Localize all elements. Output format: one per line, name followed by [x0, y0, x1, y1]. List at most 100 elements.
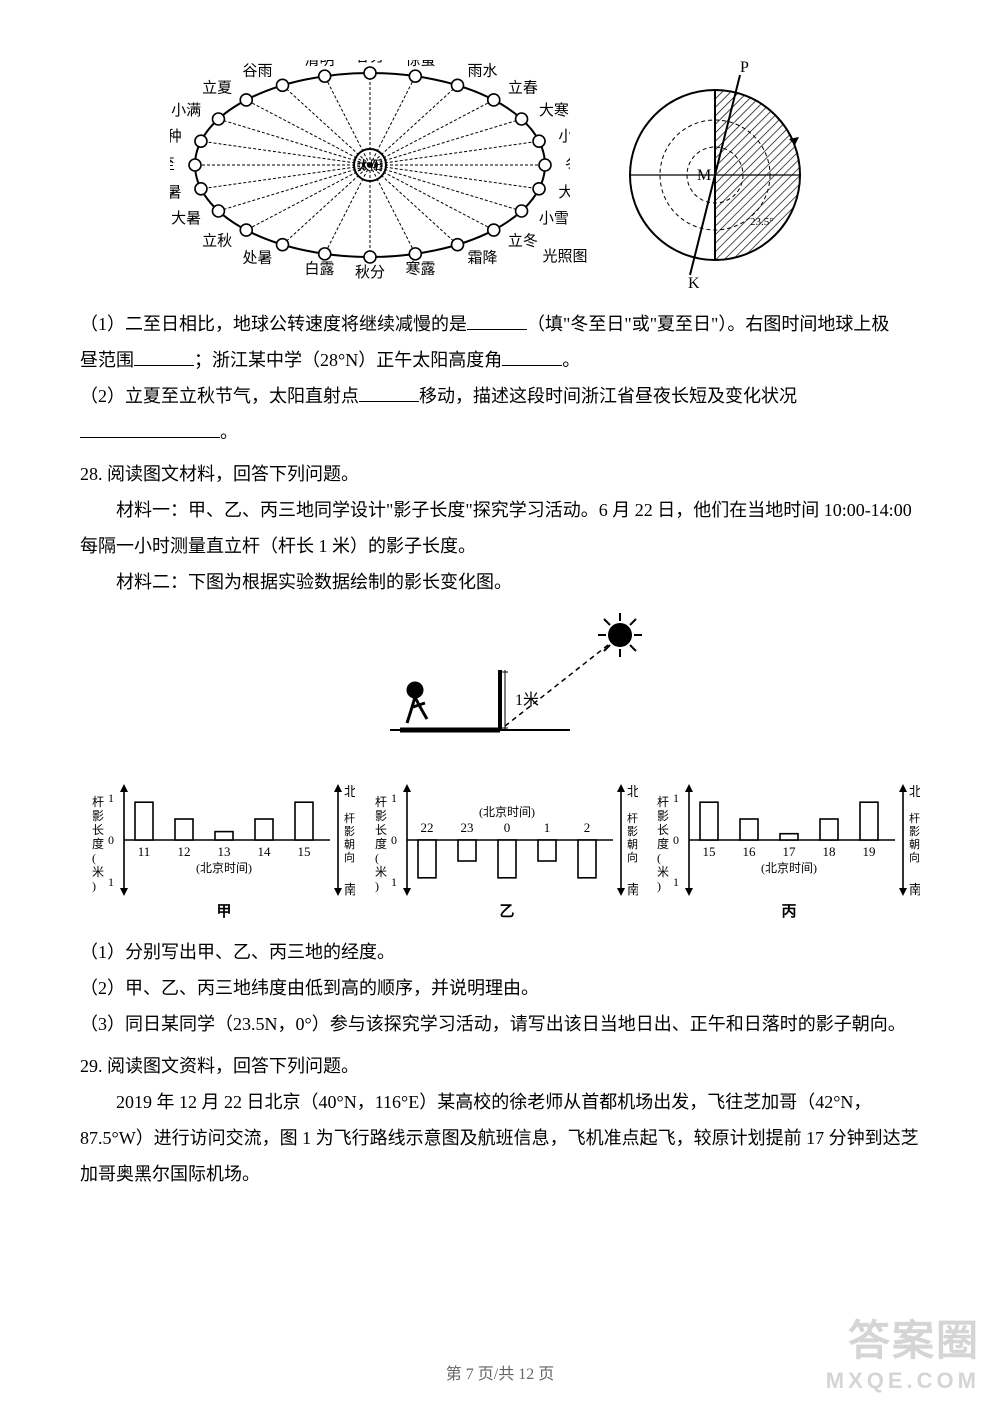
svg-text:1: 1 [391, 791, 397, 805]
q27-l2c: 。 [562, 350, 580, 370]
svg-text:杆: 杆 [627, 811, 638, 825]
q27-l3c: 。 [220, 422, 238, 442]
svg-text:杆: 杆 [344, 811, 355, 825]
blank[interactable] [467, 312, 527, 330]
svg-text:南: 南 [344, 882, 355, 897]
svg-text:长: 长 [375, 823, 387, 837]
svg-text:杆: 杆 [657, 795, 669, 809]
svg-text:大暑: 大暑 [171, 210, 201, 227]
svg-text:1: 1 [391, 875, 397, 889]
svg-text:谷雨: 谷雨 [242, 62, 272, 79]
svg-text:15: 15 [298, 844, 311, 859]
svg-text:长: 长 [657, 823, 669, 837]
q28-subs: （1）分别写出甲、乙、丙三地的经度。 （2）甲、乙、丙三地纬度由低到高的顺序，并… [80, 934, 920, 1042]
q27-line1: （1）二至日相比，地球公转速度将继续减慢的是 （填"冬至日"或"夏至日"）。右图时… [80, 306, 920, 342]
svg-text:影: 影 [627, 825, 638, 838]
q27-l1b: （填"冬至日"或"夏至日"）。右图时间地球上极 [527, 314, 889, 334]
svg-text:): ) [375, 879, 379, 893]
svg-text:影: 影 [92, 809, 104, 823]
svg-text:大雪: 大雪 [558, 184, 570, 201]
blank[interactable] [502, 348, 562, 366]
svg-text:南: 南 [909, 882, 920, 897]
earth-label-p: P [740, 60, 749, 76]
svg-text:(: ( [657, 851, 661, 865]
svg-text:1: 1 [543, 820, 550, 835]
svg-text:清明: 清明 [305, 60, 335, 69]
svg-text:(北京时间): (北京时间) [479, 805, 535, 819]
svg-text:15: 15 [703, 844, 716, 859]
svg-text:向: 向 [627, 850, 638, 864]
svg-text:影: 影 [657, 809, 669, 823]
svg-text:(: ( [92, 851, 96, 865]
stick-sun-figure: 1米 [80, 610, 920, 760]
earth-illumination-figure: M 23.5° P K [600, 60, 830, 290]
svg-text:1: 1 [108, 875, 114, 889]
svg-text:北: 北 [627, 784, 638, 799]
svg-text:北: 北 [344, 784, 355, 799]
watermark-big: 答案圈 [826, 1307, 980, 1368]
svg-text:春分: 春分 [355, 60, 385, 65]
svg-text:芒种: 芒种 [170, 128, 182, 145]
q28-block: 28. 阅读图文材料，回答下列问题。 材料一：甲、乙、丙三地同学设计"影子长度"… [80, 456, 920, 600]
earth-tilt-label: 23.5° [750, 216, 774, 228]
solar-terms-figure: 太阳春分惊蛰雨水立春大寒小寒冬至大雪小雪立冬霜降寒露秋分白露处暑立秋大暑小暑夏至… [170, 60, 570, 290]
q27-l1a: （1）二至日相比，地球公转速度将继续减慢的是 [80, 314, 467, 334]
q28-head: 28. 阅读图文材料，回答下列问题。 [80, 456, 920, 492]
q28-sub2: （2）甲、乙、丙三地纬度由低到高的顺序，并说明理由。 [80, 970, 920, 1006]
watermark-small: MXQE.COM [826, 1368, 980, 1394]
svg-text:立春: 立春 [508, 80, 538, 97]
svg-text:2: 2 [583, 820, 590, 835]
svg-text:0: 0 [108, 833, 114, 847]
svg-text:(北京时间): (北京时间) [761, 861, 817, 875]
svg-text:19: 19 [863, 844, 876, 859]
svg-text:乙: 乙 [499, 904, 514, 920]
q28-mat2: 材料二：下图为根据实验数据绘制的影长变化图。 [80, 564, 920, 600]
svg-text:惊蛰: 惊蛰 [405, 60, 435, 69]
watermark: 答案圈 MXQE.COM [826, 1307, 980, 1394]
svg-text:): ) [657, 879, 661, 893]
blank[interactable] [134, 348, 194, 366]
svg-text:11: 11 [138, 844, 151, 859]
svg-text:处暑: 处暑 [242, 250, 272, 267]
svg-text:立秋: 立秋 [202, 232, 232, 249]
svg-text:白露: 白露 [305, 260, 335, 277]
svg-text:17: 17 [783, 844, 797, 859]
svg-text:向: 向 [344, 850, 355, 864]
svg-text:夏至: 夏至 [170, 157, 175, 173]
solar-terms-svg: 太阳春分惊蛰雨水立春大寒小寒冬至大雪小雪立冬霜降寒露秋分白露处暑立秋大暑小暑夏至… [170, 60, 570, 290]
q27-l3a: （2）立夏至立秋节气，太阳直射点 [80, 386, 359, 406]
q27-line2: 昼范围；浙江某中学（28°N）正午太阳高度角。 [80, 342, 920, 378]
svg-text:杆: 杆 [909, 811, 920, 825]
svg-text:北: 北 [909, 784, 920, 799]
earth-label-k: K [688, 275, 700, 290]
svg-text:朝: 朝 [909, 838, 920, 851]
figure-row-top: 太阳春分惊蛰雨水立春大寒小寒冬至大雪小雪立冬霜降寒露秋分白露处暑立秋大暑小暑夏至… [80, 60, 920, 290]
q27-l3b: 移动，描述这段时间浙江省昼夜长短及变化状况 [419, 386, 797, 406]
svg-text:朝: 朝 [344, 838, 355, 851]
svg-text:23: 23 [460, 820, 473, 835]
svg-text:米: 米 [92, 865, 104, 879]
svg-text:大寒: 大寒 [539, 101, 569, 119]
svg-text:向: 向 [909, 850, 920, 864]
blank[interactable] [80, 420, 220, 438]
shadow-charts-row: 杆影长度(米)北南杆影朝向1011112131415(北京时间)甲 杆影长度(米… [80, 770, 920, 920]
chart-jia: 杆影长度(米)北南杆影朝向1011112131415(北京时间)甲 [80, 770, 355, 920]
q29-head: 29. 阅读图文资料，回答下列问题。 [80, 1048, 920, 1084]
svg-text:(北京时间): (北京时间) [196, 861, 252, 875]
svg-text:立冬: 立冬 [508, 232, 538, 249]
svg-text:0: 0 [673, 833, 679, 847]
svg-text:秋分: 秋分 [355, 264, 385, 281]
blank[interactable] [359, 384, 419, 402]
chart-bing: 杆影长度(米)北南杆影朝向1011516171819(北京时间)丙 [645, 770, 920, 920]
svg-text:影: 影 [375, 809, 387, 823]
svg-text:长: 长 [92, 823, 104, 837]
svg-text:影: 影 [344, 825, 355, 838]
svg-text:16: 16 [743, 844, 757, 859]
q27-block: （1）二至日相比，地球公转速度将继续减慢的是 （填"冬至日"或"夏至日"）。右图时… [80, 306, 920, 450]
svg-text:18: 18 [823, 844, 836, 859]
q27-l2b: ；浙江某中学（28°N）正午太阳高度角 [194, 350, 502, 370]
svg-text:丙: 丙 [781, 903, 796, 920]
svg-text:小暑: 小暑 [170, 184, 182, 201]
svg-text:22: 22 [420, 820, 433, 835]
svg-text:朝: 朝 [627, 838, 638, 851]
